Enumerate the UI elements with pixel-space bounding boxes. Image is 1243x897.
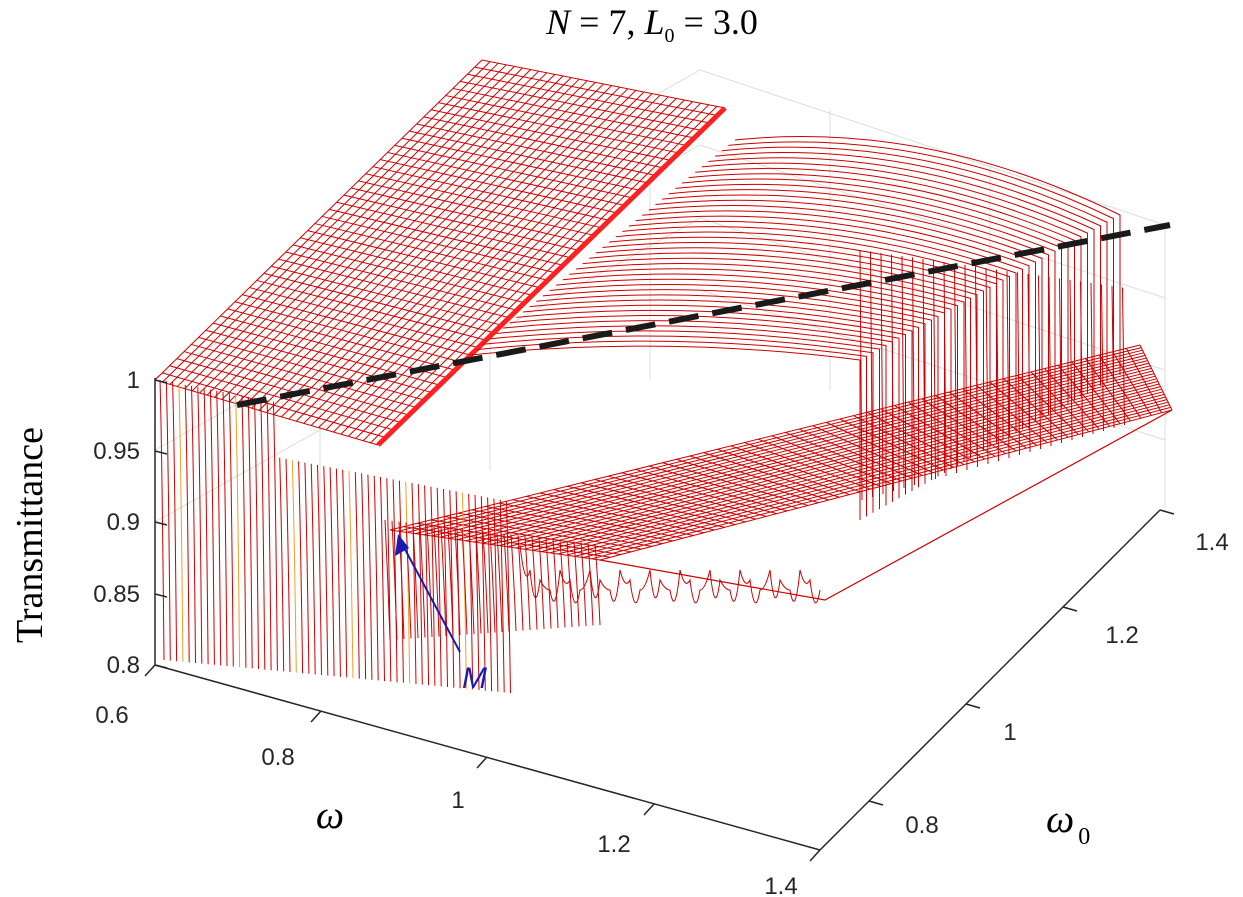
y-tick-label: 1.4 [1195, 529, 1228, 556]
y-axis-subscript: 0 [1078, 824, 1090, 850]
y-tick-label: 0.8 [905, 812, 938, 839]
x-tick-label: 0.8 [261, 744, 294, 771]
x-tick-label: 1.2 [597, 831, 630, 858]
y-tick-label: 1.2 [1105, 622, 1138, 649]
y-axis-symbol: ω [1046, 796, 1074, 841]
z-tick-label: 1 [127, 367, 140, 394]
x-tick-label: 1.4 [764, 873, 797, 897]
surface-mesh [154, 59, 1173, 694]
annotation-arrowhead [395, 534, 409, 556]
z-tick-marks [154, 379, 168, 669]
chart-title: N = 7, L0 = 3.0 [545, 2, 758, 47]
annotation-arrow [399, 539, 461, 653]
y-tick-marks [868, 509, 1175, 806]
z-tick-label: 0.8 [107, 652, 140, 679]
x-tick-label: 1 [451, 787, 464, 814]
title-l-symbol: L [643, 2, 664, 42]
x-tick-label: 0.6 [95, 702, 128, 729]
z-tick-label: 0.9 [107, 509, 140, 536]
dashed-reference-line [236, 222, 1171, 408]
x-tick-marks [144, 664, 821, 862]
z-tick-label: 0.95 [93, 438, 140, 465]
z-tick-label: 0.85 [93, 581, 140, 608]
x-axis-label: ω [316, 792, 344, 837]
z-axis-label: Transmittance [9, 427, 51, 643]
title-l-subscript: 0 [665, 25, 675, 47]
title-l-value: = 3.0 [675, 2, 758, 42]
title-n-value: = 7, [570, 2, 644, 42]
title-n-symbol: N [545, 2, 572, 42]
annotation-label: M [462, 662, 487, 695]
y-tick-label: 1 [1003, 719, 1016, 746]
